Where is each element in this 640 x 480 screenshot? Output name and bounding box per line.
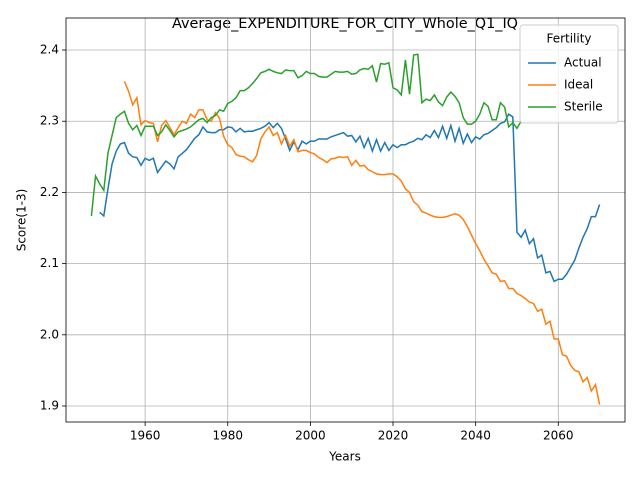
legend: Fertility Actual Ideal Sterile [519,24,619,124]
series-line [123,81,601,405]
y-tick-label: 2.3 [40,114,59,128]
x-tick-label: 2040 [460,429,491,443]
y-tick-label: 2.0 [40,327,59,341]
plot-frame [65,17,626,423]
y-tick-label: 1.9 [40,398,59,412]
x-tick-label: 1980 [212,429,243,443]
legend-label: Sterile [564,100,603,114]
y-tick-label: 2.4 [40,43,59,57]
y-tick-label: 2.2 [40,185,59,199]
x-tick-label: 2000 [295,429,326,443]
x-tick-label: 1960 [130,429,161,443]
series-line [90,53,522,216]
y-tick-label: 2.1 [40,256,59,270]
legend-label: Actual [564,56,602,70]
legend-label: Ideal [564,78,593,92]
x-tick-label: 2020 [378,429,409,443]
chart-title: Average_EXPENDITURE_FOR_CITY_Whole_Q1_IQ [172,16,518,32]
legend-title: Fertility [546,32,591,46]
series-line [99,113,601,283]
y-axis-label: Score(1-3) [15,189,29,252]
legend-box [519,24,619,124]
x-tick-label: 2060 [543,429,574,443]
x-axis-label: Years [328,450,361,464]
